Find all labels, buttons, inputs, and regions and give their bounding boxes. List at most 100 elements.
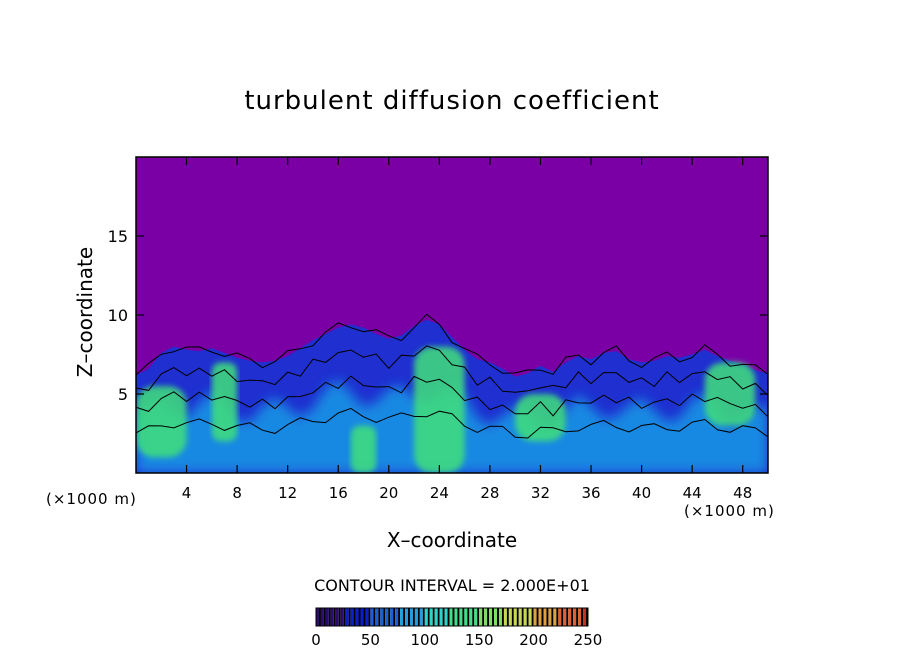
colorbar-gap <box>526 608 529 626</box>
colorbar-strip <box>395 608 399 626</box>
colorbar-strip <box>335 608 339 626</box>
x-tick-label: 20 <box>379 484 398 502</box>
colorbar-strip <box>325 608 329 626</box>
colorbar-strip <box>419 608 423 626</box>
colorbar-strip <box>464 608 468 626</box>
x-unit-label-left: (×1000 m) <box>46 490 137 508</box>
colorbar-strip <box>375 608 379 626</box>
colorbar-gap <box>343 608 346 626</box>
colorbar-gap <box>462 608 465 626</box>
colorbar-tick-label: 150 <box>465 631 494 649</box>
colorbar-strip <box>568 608 572 626</box>
colorbar-frame <box>315 607 589 627</box>
colorbar-strip <box>355 608 359 626</box>
x-unit-label-right: (×1000 m) <box>684 502 775 520</box>
colorbar-gap <box>383 608 386 626</box>
high-value-region <box>515 394 566 442</box>
colorbar-strip <box>400 608 404 626</box>
colorbar-strip <box>543 608 547 626</box>
contour-line <box>136 407 768 439</box>
colorbar-strip <box>350 608 354 626</box>
x-tick-label: 12 <box>278 484 297 502</box>
x-tick-label: 44 <box>683 484 702 502</box>
colorbar-strip <box>469 608 473 626</box>
colorbar-tick-label: 250 <box>574 631 603 649</box>
colorbar-gap <box>318 608 321 626</box>
colorbar-strip <box>330 608 334 626</box>
colorbar-gap <box>452 608 455 626</box>
x-tick-label: 48 <box>733 484 752 502</box>
high-value-region <box>350 425 377 473</box>
colorbar-tick-label: 50 <box>361 631 380 649</box>
colorbar-gap <box>432 608 435 626</box>
colorbar-strip <box>414 608 418 626</box>
x-tick-label: 4 <box>182 484 192 502</box>
colorbar-strip <box>538 608 542 626</box>
colorbar-tick-label: 0 <box>311 631 321 649</box>
x-tick-label: 32 <box>531 484 550 502</box>
colorbar-strip <box>563 608 567 626</box>
high-value-region <box>136 386 187 458</box>
colorbar-gap <box>546 608 549 626</box>
colorbar-strip <box>494 608 498 626</box>
colorbar-gap <box>378 608 381 626</box>
colorbar-gap <box>437 608 440 626</box>
chart-title: turbulent diffusion coefficient <box>244 86 660 116</box>
colorbar-gap <box>531 608 534 626</box>
colorbar-gap <box>417 608 420 626</box>
colorbar-strip <box>518 608 522 626</box>
colorbar-gap <box>521 608 524 626</box>
colorbar-gap <box>566 608 569 626</box>
contour-line <box>136 375 768 418</box>
colorbar-gap <box>398 608 401 626</box>
x-tick-label: 16 <box>329 484 348 502</box>
colorbar-gap <box>442 608 445 626</box>
colorbar-strip <box>533 608 537 626</box>
colorbar-strip <box>498 608 502 626</box>
colorbar-gap <box>388 608 391 626</box>
colorbar-gap <box>447 608 450 626</box>
colorbar-gap <box>511 608 514 626</box>
colorbar-gap <box>393 608 396 626</box>
colorbar-strip <box>405 608 408 626</box>
colorbar-gap <box>506 608 509 626</box>
x-tick-label: 28 <box>480 484 499 502</box>
contour-interval-label: CONTOUR INTERVAL = 2.000E+01 <box>314 576 590 595</box>
colorbar-gap <box>561 608 564 626</box>
colorbar-gap <box>586 608 588 626</box>
colorbar-gap <box>333 608 336 626</box>
colorbar-gap <box>403 608 406 626</box>
colorbar-gap <box>497 608 499 626</box>
y-tick-label: 15 <box>108 227 128 246</box>
colorbar-gap <box>323 608 326 626</box>
x-tick-label: 24 <box>430 484 449 502</box>
colorbar-gap <box>551 608 554 626</box>
contour-line <box>136 313 768 376</box>
colorbar-strip <box>385 608 389 626</box>
colorbar-gap <box>487 608 490 626</box>
colorbar-strip <box>484 608 488 626</box>
colorbar-gap <box>472 608 475 626</box>
x-axis-label: X–coordinate <box>386 528 518 552</box>
x-tick-label: 40 <box>632 484 651 502</box>
colorbar-strip <box>360 608 364 626</box>
colorbar-strip <box>439 608 443 626</box>
colorbar-strip <box>424 608 428 626</box>
colorbar-strip <box>365 608 369 626</box>
colorbar-strip <box>548 608 552 626</box>
colorbar-gap <box>412 608 415 626</box>
colorbar-gap <box>576 608 579 626</box>
colorbar-gap <box>358 608 361 626</box>
colorbar-strip <box>429 608 433 626</box>
colorbar-strip <box>454 608 458 626</box>
colorbar-strip <box>459 608 463 626</box>
colorbar-strip <box>513 608 517 626</box>
colorbar-gap <box>536 608 539 626</box>
colorbar-gap <box>516 608 519 626</box>
colorbar-strip <box>523 608 527 626</box>
colorbar-gap <box>363 608 366 626</box>
colorbar-gap <box>556 608 559 626</box>
colorbar-strip <box>345 608 349 626</box>
